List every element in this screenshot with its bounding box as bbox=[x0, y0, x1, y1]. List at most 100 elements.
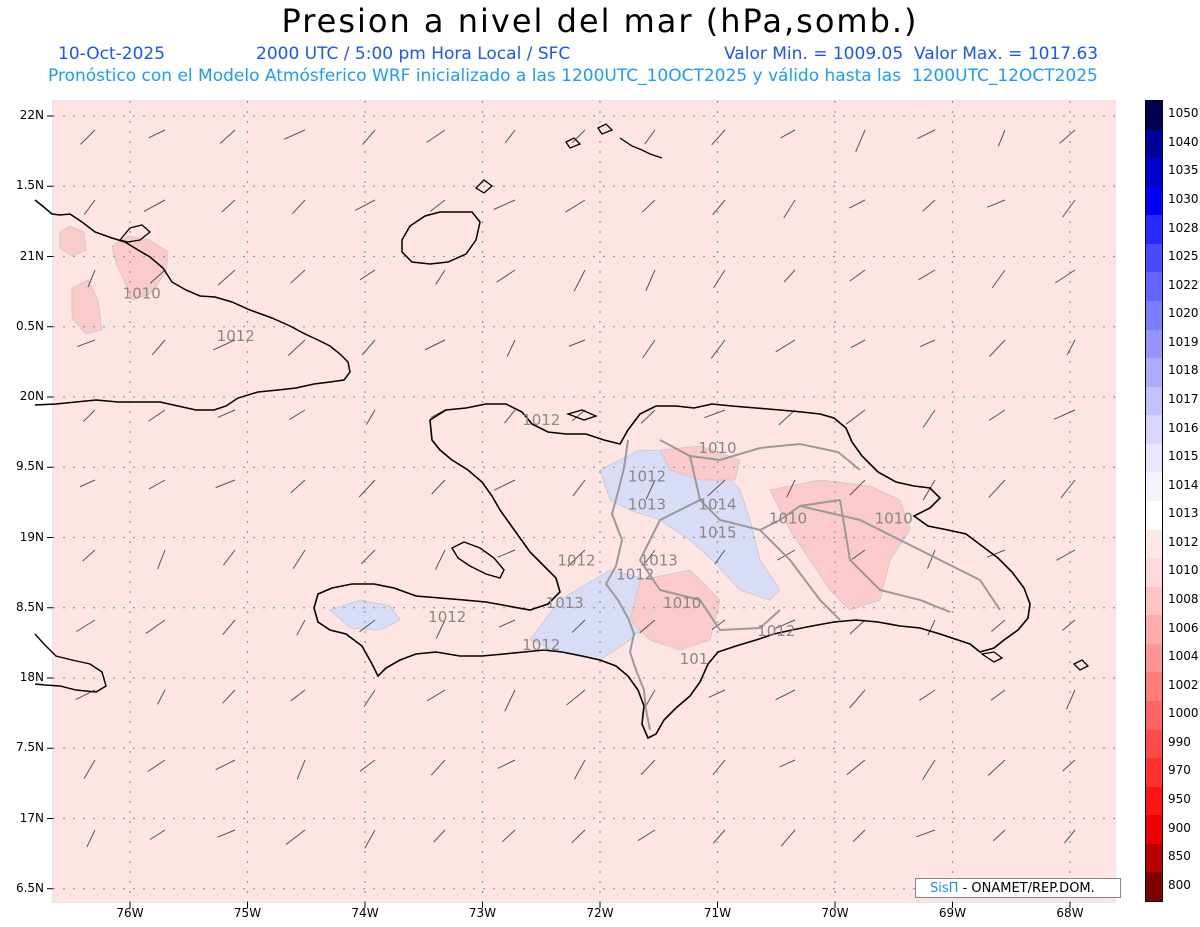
wind-barb bbox=[360, 549, 376, 565]
wind-barb bbox=[644, 129, 656, 145]
wind-barb bbox=[567, 549, 586, 567]
contour-label: 1012 bbox=[628, 467, 666, 485]
wind-barb bbox=[149, 269, 166, 284]
wind-barb bbox=[1062, 759, 1076, 772]
wind-barb bbox=[986, 199, 1006, 208]
wind-barb bbox=[290, 269, 306, 284]
colorbar-label: 800 bbox=[1168, 877, 1191, 892]
colorbar-label: 900 bbox=[1168, 820, 1191, 835]
wind-barb bbox=[147, 759, 166, 772]
contour-label: 1015 bbox=[698, 524, 736, 542]
colorbar-label: 1002 bbox=[1168, 677, 1199, 692]
wind-barb bbox=[917, 129, 936, 140]
wind-barb bbox=[571, 129, 586, 143]
lat-label: 21N bbox=[19, 248, 44, 263]
colorbar-label: 1006 bbox=[1168, 620, 1199, 635]
contour-label: 1013 bbox=[640, 552, 678, 570]
lon-label: 70W bbox=[821, 906, 849, 920]
colorbar-cell bbox=[1146, 729, 1162, 759]
wind-barb bbox=[774, 619, 796, 630]
wind-barb bbox=[506, 339, 516, 357]
wind-barb bbox=[215, 759, 236, 771]
colorbar-cell bbox=[1146, 843, 1162, 873]
lat-label: 9.5N bbox=[15, 459, 44, 474]
wind-barb bbox=[76, 619, 96, 632]
colorbar-cell bbox=[1146, 558, 1162, 588]
wind-barb bbox=[285, 829, 306, 845]
wind-barb bbox=[775, 689, 796, 701]
wind-barb bbox=[987, 549, 1006, 558]
wind-barbs bbox=[75, 129, 1076, 849]
wind-barb bbox=[222, 619, 236, 635]
wind-barb bbox=[362, 129, 376, 145]
wind-barb bbox=[213, 339, 236, 351]
wind-barb bbox=[708, 689, 726, 698]
contour-label: 1013 bbox=[546, 594, 584, 612]
forecast-date: 10-Oct-2025 bbox=[58, 44, 166, 64]
wind-barb bbox=[1056, 549, 1076, 561]
wind-barb bbox=[292, 549, 306, 570]
wind-barb bbox=[1054, 269, 1076, 284]
lat-label: 1.5N bbox=[15, 178, 44, 193]
wind-barb bbox=[296, 619, 306, 636]
wind-barb bbox=[431, 479, 446, 495]
wind-barb bbox=[355, 199, 376, 211]
wind-barb bbox=[143, 199, 166, 212]
wind-barb bbox=[920, 339, 936, 348]
colorbar-label: 950 bbox=[1168, 792, 1191, 806]
wind-barb bbox=[852, 829, 866, 843]
forecast-time: 2000 UTC / 5:00 pm Hora Local / SFC bbox=[256, 44, 571, 64]
map-title: Presion a nivel del mar (hPa,somb.) bbox=[281, 2, 919, 40]
wind-barb bbox=[217, 829, 236, 838]
dr-provinces bbox=[638, 439, 1001, 632]
contour-label: 1010 bbox=[663, 594, 701, 612]
wind-barb bbox=[916, 829, 936, 838]
wind-barb bbox=[637, 829, 656, 842]
contour-label: 1010 bbox=[698, 439, 736, 457]
wind-barb bbox=[359, 759, 376, 772]
high-patch-sierra bbox=[529, 569, 661, 661]
colorbar-label: 1040 bbox=[1168, 134, 1199, 149]
wind-barb bbox=[568, 339, 586, 347]
low-patch-north bbox=[659, 445, 741, 481]
wind-barb bbox=[574, 759, 586, 780]
wind-barb bbox=[992, 829, 1006, 842]
lat-label: 0.5N bbox=[15, 318, 44, 333]
wind-barb bbox=[504, 129, 516, 144]
contour-label: 1010 bbox=[769, 509, 807, 527]
haiti-dr-border bbox=[604, 439, 651, 731]
wind-barb bbox=[499, 619, 516, 628]
wind-barb bbox=[292, 199, 306, 215]
wind-barb bbox=[361, 339, 376, 356]
wind-barb bbox=[846, 759, 866, 776]
sispi-logo: SisΠ bbox=[930, 881, 959, 896]
wind-barb bbox=[157, 689, 166, 705]
wind-barb bbox=[780, 129, 796, 139]
wind-barb bbox=[1062, 619, 1076, 631]
wind-barb bbox=[644, 549, 656, 565]
colorbar-cell bbox=[1146, 815, 1162, 845]
colorbar-label: 1000 bbox=[1168, 706, 1199, 721]
colorbar-cell bbox=[1146, 472, 1162, 502]
colorbar-label: 1035 bbox=[1168, 163, 1199, 178]
wind-barb bbox=[424, 339, 446, 351]
wind-barb bbox=[429, 199, 446, 212]
colorbar-cell bbox=[1146, 786, 1162, 816]
colorbar-cell bbox=[1146, 215, 1162, 245]
lat-label: 8.5N bbox=[15, 599, 44, 614]
wind-barb bbox=[851, 549, 866, 560]
lon-label: 74W bbox=[351, 906, 379, 920]
contour-label: 101 bbox=[680, 650, 709, 668]
colorbar-label: 970 bbox=[1168, 763, 1191, 778]
colorbar-label: 1016 bbox=[1168, 420, 1199, 435]
lon-label: 68W bbox=[1056, 906, 1084, 920]
wind-barb bbox=[571, 829, 586, 844]
wind-barb bbox=[644, 689, 656, 707]
wind-barb bbox=[296, 759, 306, 780]
wind-barb bbox=[848, 199, 866, 209]
colorbar bbox=[1145, 100, 1163, 902]
wind-barb bbox=[148, 479, 166, 490]
wind-barb bbox=[1059, 129, 1076, 144]
contour-label: 1012 bbox=[557, 552, 595, 570]
